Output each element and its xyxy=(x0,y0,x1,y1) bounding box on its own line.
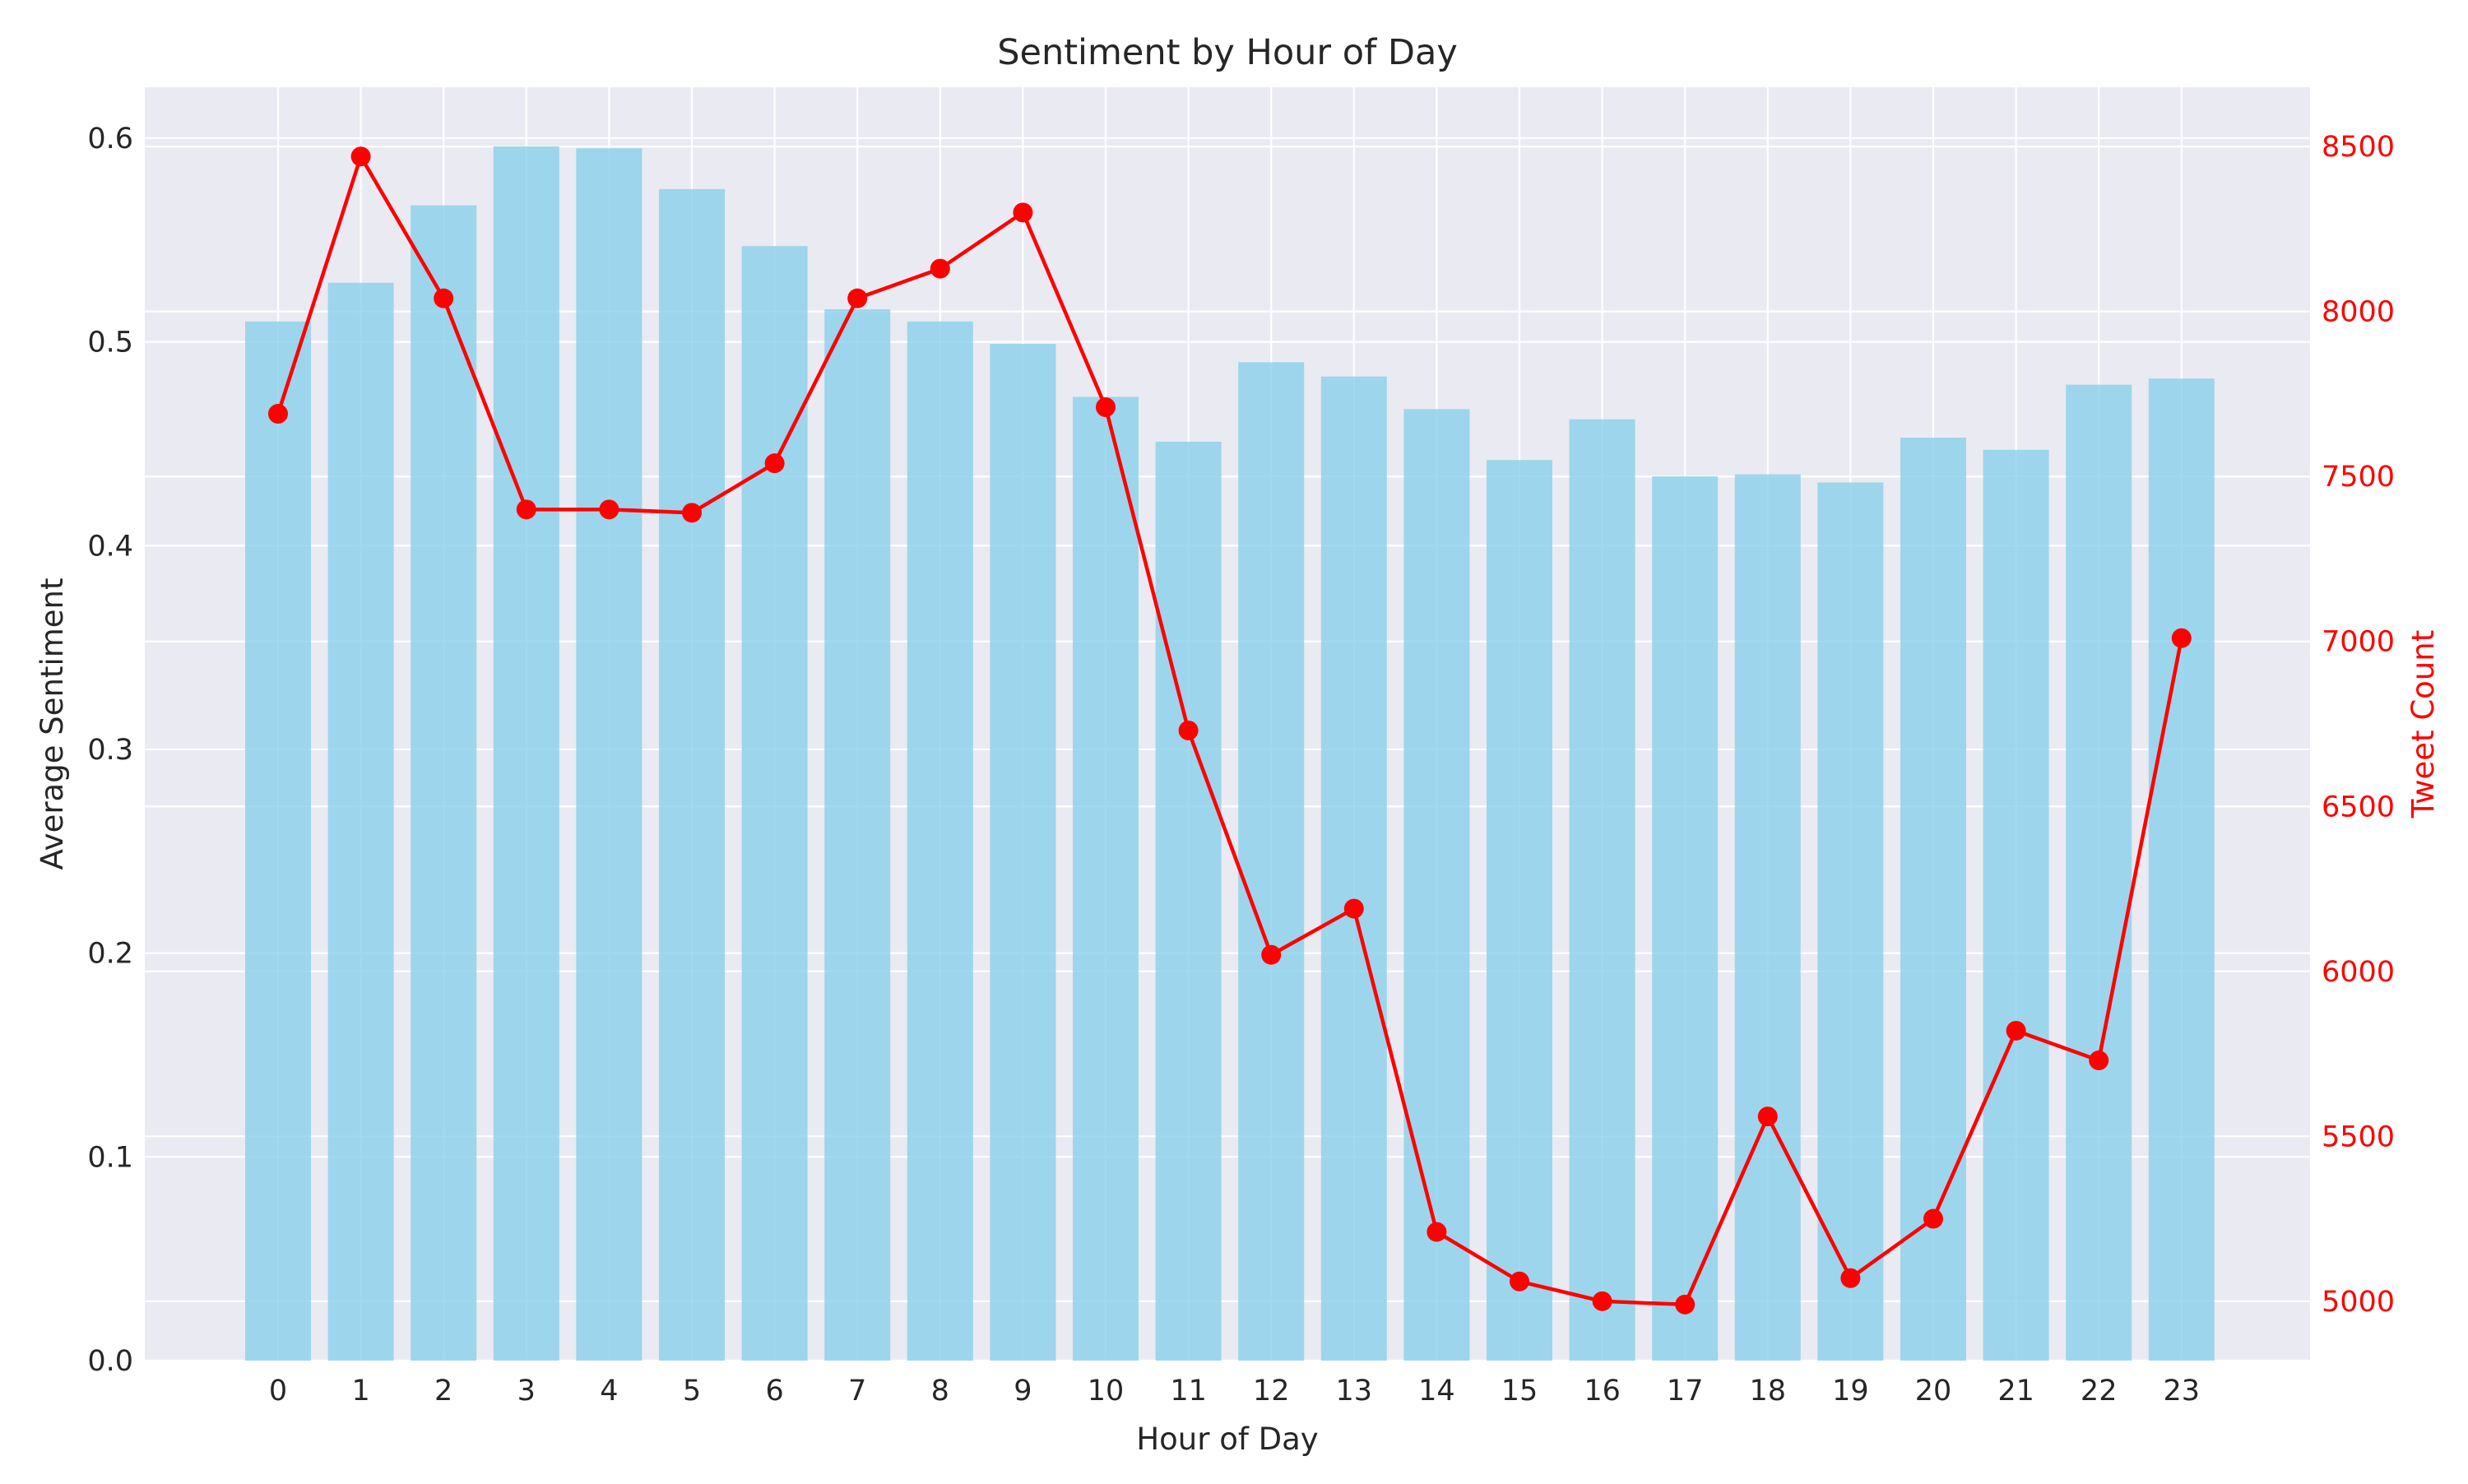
x-axis-label: Hour of Day xyxy=(1136,1421,1318,1457)
y2-tick-label: 6500 xyxy=(2322,791,2395,823)
bar xyxy=(1155,441,1222,1361)
bar xyxy=(990,344,1056,1361)
bar xyxy=(1652,476,1719,1361)
y-tick-label: 0.3 xyxy=(87,734,133,767)
line-point xyxy=(1343,898,1364,919)
y-tick-label: 0.4 xyxy=(87,530,133,563)
tweet-count-points xyxy=(268,146,2192,1315)
x-tick-label: 20 xyxy=(1915,1375,1952,1407)
chart-title: Sentiment by Hour of Day xyxy=(997,32,1458,73)
bar xyxy=(824,308,891,1361)
x-tick-label: 9 xyxy=(1014,1375,1032,1407)
line-point xyxy=(1675,1294,1696,1315)
line-point xyxy=(268,404,288,424)
x-tick-label: 22 xyxy=(2081,1375,2118,1407)
line-point xyxy=(764,453,785,474)
y2-tick-label: 7000 xyxy=(2322,626,2395,659)
line-point xyxy=(847,288,868,308)
x-tick-label: 18 xyxy=(1750,1375,1787,1407)
bar xyxy=(493,146,559,1361)
bar xyxy=(1320,376,1387,1361)
line-point xyxy=(1840,1268,1861,1288)
line-point xyxy=(1096,397,1116,418)
bar xyxy=(741,246,808,1361)
x-tick-label: 10 xyxy=(1088,1375,1125,1407)
line-point xyxy=(1261,944,1282,965)
line-point xyxy=(2171,628,2192,648)
y2-tick-label: 5000 xyxy=(2322,1286,2395,1319)
bar xyxy=(245,321,311,1361)
x-tick-label: 0 xyxy=(269,1375,287,1407)
bar xyxy=(2066,384,2132,1361)
bar xyxy=(1983,449,2049,1361)
bar xyxy=(1900,438,1966,1361)
x-tick-label: 16 xyxy=(1584,1375,1621,1407)
bar xyxy=(2148,378,2215,1361)
x-tick-label: 15 xyxy=(1501,1375,1538,1407)
line-point xyxy=(1923,1208,1943,1229)
y-tick-label: 0.6 xyxy=(87,123,133,155)
bar xyxy=(1569,419,1635,1361)
line-point xyxy=(1510,1271,1529,1292)
x-tick-label: 1 xyxy=(351,1375,369,1407)
x-tick-label: 17 xyxy=(1667,1375,1704,1407)
y-tick-label: 0.0 xyxy=(87,1345,133,1378)
bar-series xyxy=(245,146,2215,1361)
line-point xyxy=(516,499,536,520)
x-tick-label: 19 xyxy=(1832,1375,1869,1407)
bar xyxy=(411,205,477,1361)
y2-tick-label: 8500 xyxy=(2322,131,2395,164)
bar xyxy=(659,188,725,1361)
x-tick-label: 5 xyxy=(683,1375,701,1407)
bar xyxy=(1238,362,1305,1361)
x-tick-label: 8 xyxy=(931,1375,949,1407)
y2-tick-label: 5500 xyxy=(2322,1120,2395,1153)
x-tick-label: 13 xyxy=(1336,1375,1373,1407)
line-point xyxy=(2089,1050,2109,1071)
bar xyxy=(1817,482,1884,1361)
bar xyxy=(576,148,643,1361)
x-tick-label: 21 xyxy=(1997,1375,2034,1407)
bar xyxy=(1073,397,1139,1361)
left-axis-ticks: 0.0 0.1 0.2 0.3 0.4 0.5 0.6 xyxy=(87,123,133,1378)
y-tick-label: 0.1 xyxy=(87,1141,133,1174)
bar xyxy=(327,282,394,1361)
tweet-count-line xyxy=(276,154,2184,1307)
y2-tick-label: 6000 xyxy=(2322,956,2395,989)
x-tick-label: 2 xyxy=(434,1375,452,1407)
line-point xyxy=(930,258,950,279)
bar xyxy=(1403,409,1470,1361)
x-tick-label: 23 xyxy=(2164,1375,2201,1407)
bar xyxy=(1487,460,1552,1361)
x-axis-ticks: 0 1 2 3 4 5 6 7 8 9 10 11 12 13 14 15 16 17 18 19 20 21 22 23 xyxy=(269,1375,2200,1407)
x-tick-label: 4 xyxy=(600,1375,618,1407)
y2-tick-label: 7500 xyxy=(2322,461,2395,494)
x-tick-label: 3 xyxy=(517,1375,536,1407)
x-tick-label: 6 xyxy=(765,1375,783,1407)
line-point xyxy=(2006,1020,2026,1041)
line-point xyxy=(1757,1106,1778,1127)
line-point xyxy=(350,146,371,167)
line-point xyxy=(1592,1291,1612,1311)
y2-tick-label: 8000 xyxy=(2322,296,2395,329)
y-tick-label: 0.2 xyxy=(87,938,133,971)
bar xyxy=(1734,474,1801,1361)
line-point xyxy=(1178,721,1199,741)
x-tick-label: 14 xyxy=(1418,1375,1455,1407)
x-tick-label: 11 xyxy=(1170,1375,1207,1407)
y-tick-label: 0.5 xyxy=(87,327,133,359)
x-tick-label: 7 xyxy=(848,1375,866,1407)
line-point xyxy=(1013,202,1033,223)
x-tick-label: 12 xyxy=(1253,1375,1290,1407)
bar xyxy=(907,321,973,1361)
y-axis-label: Average Sentiment xyxy=(35,578,70,870)
line-point xyxy=(434,288,454,308)
line-point xyxy=(599,499,619,520)
line-point xyxy=(1427,1222,1447,1242)
y2-axis-label: Tweet Count xyxy=(2405,630,2441,819)
line-point xyxy=(682,503,702,523)
right-axis-ticks: 5000 5500 6000 6500 7000 7500 8000 8500 xyxy=(2322,131,2395,1319)
